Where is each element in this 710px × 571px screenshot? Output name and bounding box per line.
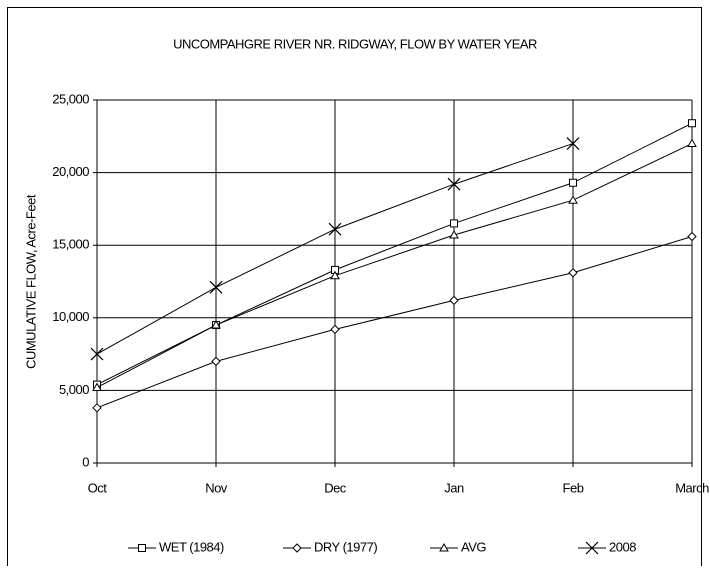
marker [209,280,223,294]
x-tick-label: Nov [205,480,228,495]
y-axis-label: CUMULATIVE FLOW, Acre-Feet [23,194,38,369]
y-tick-label: 15,000 [52,237,89,252]
marker [330,324,340,335]
marker [330,270,340,280]
x-tick-label: Oct [88,480,108,495]
x-tick-label: Feb [563,480,584,495]
y-tick-label: 10,000 [52,309,89,324]
x-tick-label: Dec [324,480,347,495]
legend-label: DRY (1977) [314,539,377,554]
marker [211,320,221,329]
marker [585,541,599,555]
marker [449,230,459,239]
marker [211,356,221,367]
y-tick-label: 5,000 [59,382,89,397]
marker [92,403,102,413]
marker [292,543,302,553]
marker [687,231,697,242]
y-tick-label: 20,000 [52,164,89,179]
marker [90,347,104,361]
chart-title: UNCOMPAHGRE RIVER NR. RIDGWAY, FLOW BY W… [173,36,537,51]
chart-frame [7,7,702,568]
marker [568,268,578,278]
legend-label: WET (1984) [159,539,224,554]
marker [439,542,449,552]
marker [687,138,697,148]
x-tick-label: March [675,480,709,495]
marker [449,295,459,306]
legend-label: AVG [461,539,486,554]
series-line [96,143,693,388]
x-tick-label: Jan [444,480,464,495]
legend-label: 2008 [609,539,636,554]
marker [566,137,580,150]
marker [568,195,578,204]
marker [569,178,577,187]
marker [328,222,342,236]
marker [447,177,461,191]
marker [450,219,458,228]
y-tick-label: 0 [82,454,89,469]
marker [688,119,696,128]
marker [92,382,102,391]
y-tick-label: 25,000 [52,91,89,106]
marker [138,544,146,552]
series-line [96,236,693,409]
